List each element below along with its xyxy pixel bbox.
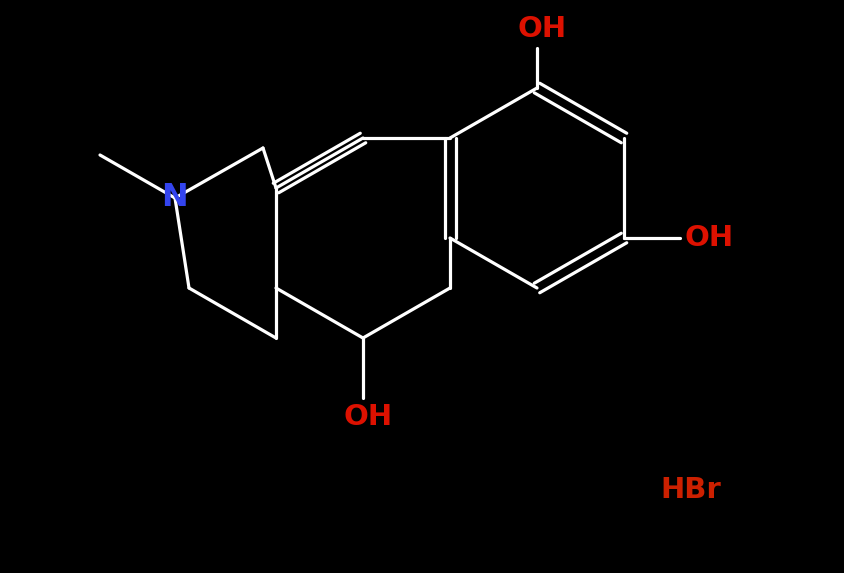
Text: OH: OH <box>685 224 734 252</box>
Text: N: N <box>161 182 188 214</box>
Text: OH: OH <box>517 15 566 43</box>
Text: OH: OH <box>344 403 392 431</box>
Text: HBr: HBr <box>660 476 721 504</box>
